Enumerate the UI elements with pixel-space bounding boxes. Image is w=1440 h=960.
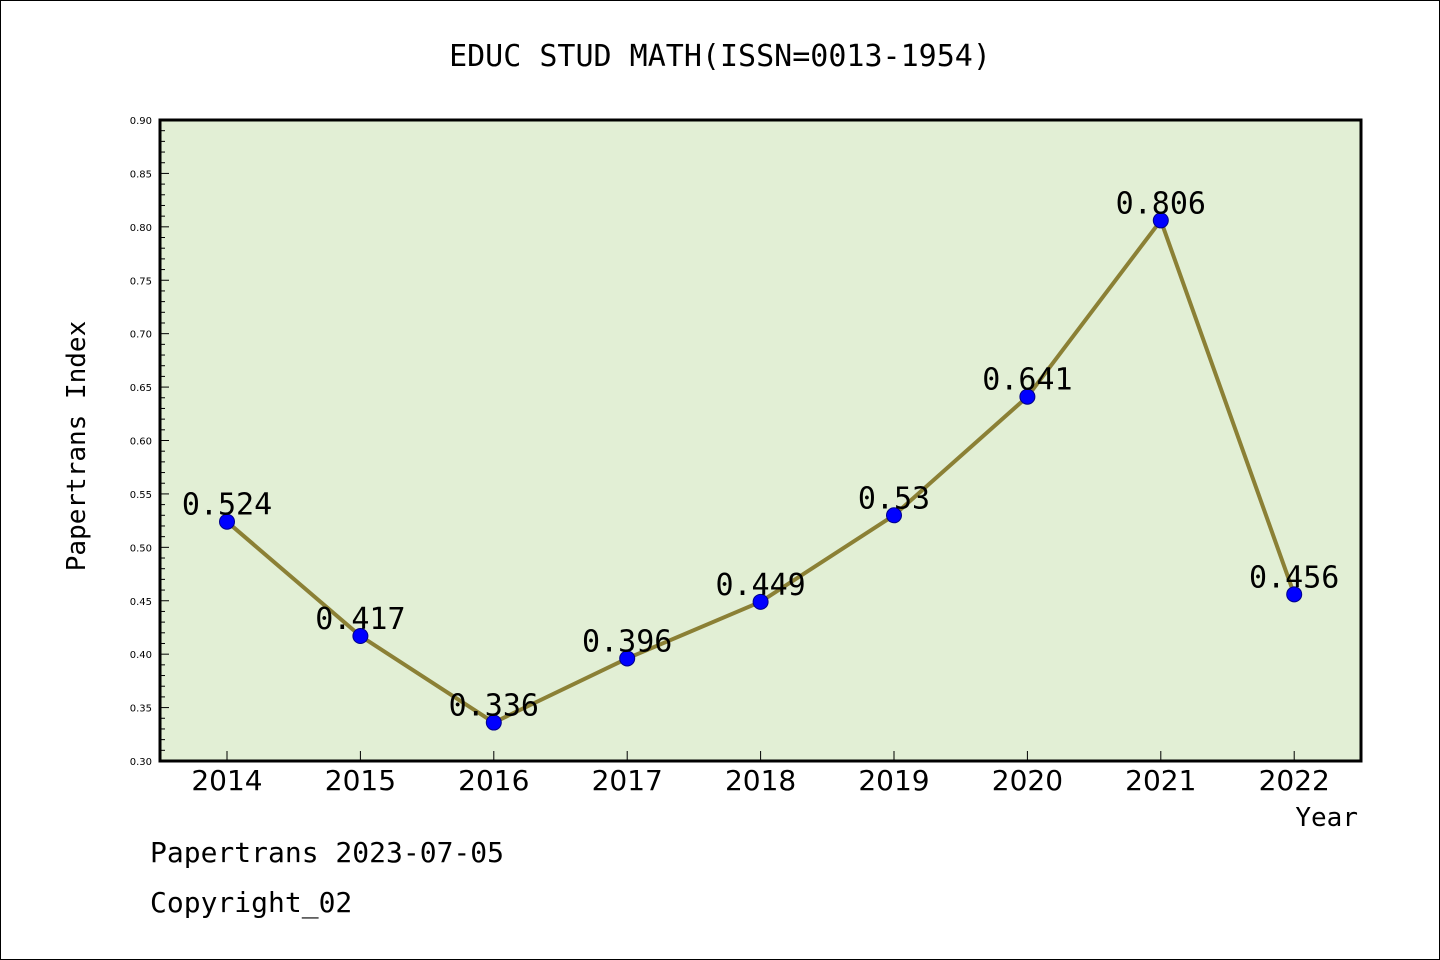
data-point <box>1019 388 1036 405</box>
x-tick-label: 2021 <box>1125 764 1196 797</box>
y-tick-label: 0.80 <box>130 223 152 234</box>
data-label: 0.641 <box>982 363 1072 398</box>
data-point <box>1286 586 1303 603</box>
data-label: 0.396 <box>582 624 672 659</box>
data-label: 0.806 <box>1116 186 1206 221</box>
y-tick-label: 0.85 <box>130 169 152 180</box>
x-tick-label: 2019 <box>858 764 929 797</box>
x-tick-label: 2016 <box>458 764 529 797</box>
data-point <box>219 513 235 530</box>
y-tick-label: 0.40 <box>130 650 152 661</box>
y-tick-label: 0.70 <box>130 330 152 341</box>
data-point <box>485 714 502 731</box>
y-tick-label: 0.35 <box>130 704 152 715</box>
footer-date: Papertrans 2023-07-05 <box>150 836 505 869</box>
axis-ticks: 0.30 0.35 0.40 0.45 0.50 0.55 0.60 0.65 0.70 0.75… <box>130 116 1330 797</box>
x-tick-label: 2022 <box>1259 764 1330 797</box>
y-tick-label: 0.75 <box>130 276 152 287</box>
x-axis-label: Year <box>1295 803 1358 833</box>
data-label: 0.336 <box>449 689 539 724</box>
data-point <box>752 593 769 610</box>
x-tick-label: 2017 <box>592 764 663 797</box>
x-tick-label: 2018 <box>725 764 796 797</box>
footer-copyright: Copyright_02 <box>150 886 353 919</box>
y-tick-label: 0.55 <box>130 490 152 501</box>
data-label: 0.417 <box>315 602 405 637</box>
chart-title: EDUC STUD MATH(ISSN=0013-1954) <box>449 39 991 74</box>
data-label: 0.456 <box>1249 560 1339 595</box>
series-marks: 0.524 0.417 0.336 0.396 0.449 0.53 0.641 0.806 0… <box>182 186 1339 731</box>
data-point <box>352 628 369 645</box>
data-point <box>886 507 902 524</box>
data-label: 0.524 <box>182 488 272 523</box>
y-axis-label: Papertrans Index <box>62 321 92 571</box>
data-label: 0.449 <box>715 568 805 603</box>
data-point <box>1152 212 1169 229</box>
plot-border <box>158 118 1363 763</box>
y-tick-label: 0.30 <box>130 757 152 768</box>
y-tick-label: 0.60 <box>130 437 152 448</box>
data-label: 0.53 <box>858 481 930 516</box>
y-tick-label: 0.50 <box>130 543 152 554</box>
x-tick-label: 2014 <box>191 764 262 797</box>
x-tick-label: 2015 <box>325 764 396 797</box>
x-tick-label: 2020 <box>992 764 1063 797</box>
y-tick-label: 0.90 <box>130 116 152 127</box>
y-tick-label: 0.65 <box>130 383 152 394</box>
y-tick-label: 0.45 <box>130 597 152 608</box>
data-point <box>619 650 636 667</box>
